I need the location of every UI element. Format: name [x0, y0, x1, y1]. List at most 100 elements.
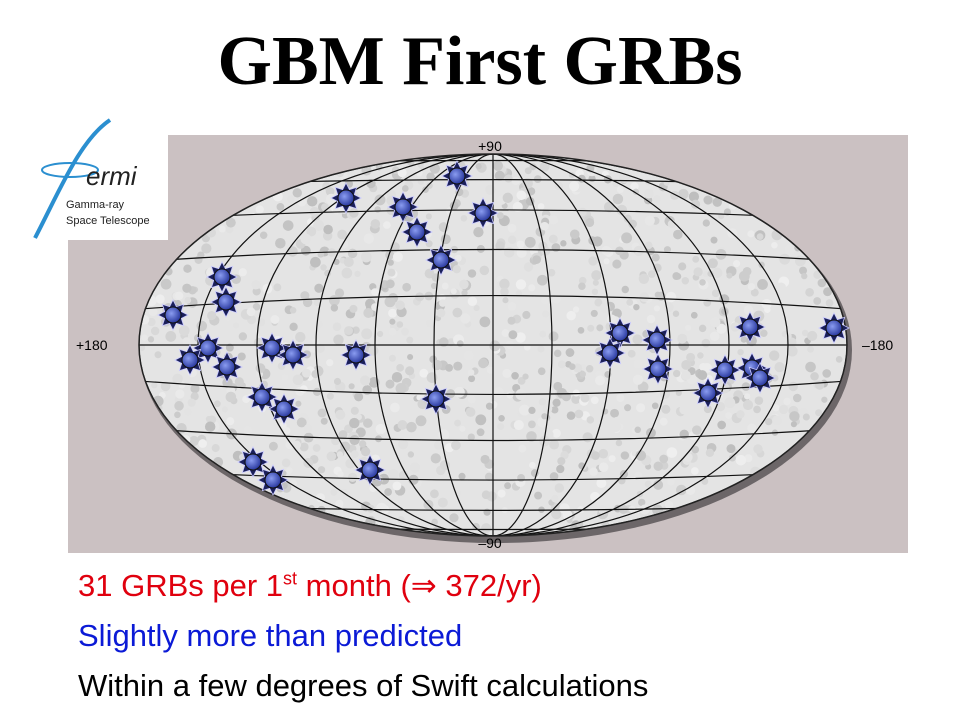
dot [771, 241, 778, 249]
dot [742, 267, 752, 276]
dot [626, 298, 634, 306]
dot [580, 393, 590, 403]
dot [302, 297, 313, 308]
dot [402, 185, 409, 192]
dot [422, 186, 429, 193]
dot [711, 289, 720, 298]
dot [467, 395, 476, 404]
dot [333, 258, 340, 266]
dot [323, 224, 333, 235]
dot [683, 452, 693, 462]
dot [584, 519, 595, 530]
dot [515, 332, 526, 343]
dot [441, 282, 449, 290]
dot [303, 424, 313, 433]
grb-marker [237, 446, 269, 478]
dot [778, 404, 789, 415]
dot [534, 491, 543, 500]
dot [624, 404, 632, 412]
dot [821, 396, 828, 403]
dot [385, 250, 395, 260]
grb-ball [164, 306, 182, 324]
bullet: 31 GRBs per 1st month (⇒ 372/yr) [78, 568, 542, 604]
dot [289, 306, 297, 314]
dot [495, 241, 505, 251]
dot [652, 263, 662, 273]
dot [685, 324, 692, 331]
dot [232, 322, 240, 329]
dot [634, 426, 642, 434]
grb-marker [268, 393, 300, 425]
dot [630, 182, 639, 191]
dot [340, 441, 351, 452]
dot [802, 413, 810, 421]
dot [460, 214, 468, 222]
dot [690, 311, 698, 319]
dot [598, 462, 609, 473]
dot [771, 415, 783, 426]
grb-ball [741, 318, 759, 336]
dot [507, 316, 516, 325]
dot [502, 297, 509, 304]
dot [726, 444, 736, 454]
slide-title: GBM First GRBs [217, 23, 743, 100]
dot [517, 474, 525, 482]
dot [350, 450, 359, 459]
dot [310, 256, 321, 268]
dot [663, 246, 671, 254]
dot [807, 330, 818, 341]
dot [330, 304, 339, 312]
dot [571, 394, 581, 404]
dot [670, 190, 680, 200]
dot [484, 472, 494, 481]
dot [286, 467, 293, 474]
dot [646, 314, 656, 324]
dot [651, 253, 660, 262]
dot [735, 454, 747, 466]
dot [450, 215, 462, 226]
dot [750, 288, 759, 297]
grb-ball [337, 189, 355, 207]
dot [347, 472, 358, 483]
dot [551, 428, 561, 438]
dot [302, 368, 311, 378]
dot [160, 381, 171, 392]
dot [753, 444, 763, 454]
dot [724, 397, 736, 409]
dot [522, 310, 531, 320]
dot [692, 425, 702, 435]
dot [335, 409, 346, 420]
superscript: st [283, 568, 298, 589]
parallel [139, 209, 847, 221]
dot [678, 262, 687, 271]
dot [430, 453, 441, 464]
grb-marker [420, 383, 452, 415]
dot [376, 330, 384, 338]
dot [585, 364, 594, 373]
dot [702, 219, 710, 227]
dot [221, 406, 228, 413]
dot [375, 423, 386, 435]
dot [595, 375, 605, 386]
dot [610, 408, 619, 418]
grb-marker [642, 353, 674, 385]
grb-ball [253, 388, 271, 406]
dot [673, 229, 683, 240]
grb-marker [734, 311, 766, 343]
dot [744, 454, 753, 463]
dot [375, 336, 383, 344]
dot [515, 279, 527, 290]
dot [756, 233, 764, 240]
dot [569, 229, 580, 240]
dot [268, 441, 278, 451]
dot [175, 291, 184, 300]
grb-marker [401, 216, 433, 248]
grb-marker [192, 332, 224, 364]
dot [551, 494, 559, 503]
dot [784, 244, 796, 256]
dot [496, 212, 504, 220]
dot [523, 262, 534, 272]
dot [710, 216, 720, 226]
dot [246, 307, 256, 317]
dot [388, 308, 398, 318]
